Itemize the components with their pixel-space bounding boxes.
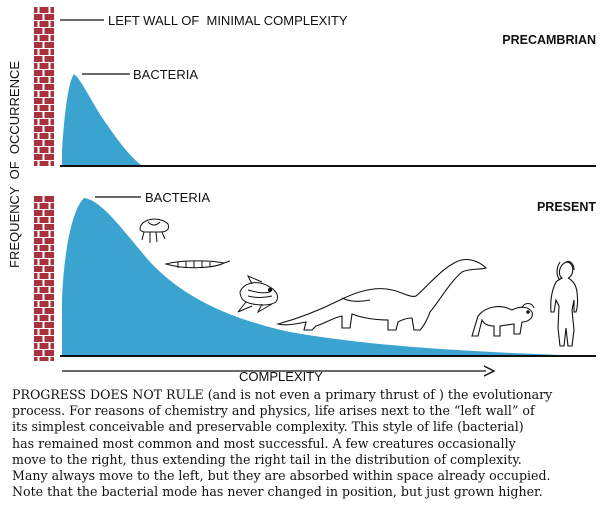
bacteria-label-precambrian: BACTERIA — [133, 67, 198, 82]
y-axis-label: FREQUENCY OF OCCURRENCE — [7, 61, 22, 268]
caption-line: its simplest conceivable and preservable… — [12, 419, 524, 435]
caption-line: move to the right, thus extending the ri… — [12, 451, 522, 467]
left-wall-top — [34, 6, 54, 166]
fish-icon — [237, 275, 279, 314]
dinosaur-icon — [275, 259, 488, 331]
trilobite-icon — [164, 260, 231, 269]
baboon-icon — [471, 302, 535, 337]
bacteria-distribution-present — [62, 198, 560, 355]
caption-line: PROGRESS DOES NOT RULE (and is not even … — [12, 387, 553, 402]
left-wall-bottom — [34, 196, 54, 361]
x-axis-label: COMPLEXITY — [239, 369, 323, 384]
complexity-axis-arrowhead — [483, 365, 496, 377]
bacteria-distribution-precambrian — [62, 74, 141, 165]
caption-line: Note that the bacterial mode has never c… — [12, 484, 543, 500]
human-icon — [550, 260, 579, 347]
jellyfish-icon — [139, 218, 169, 243]
era-label-precambrian: PRECAMBRIAN — [502, 33, 596, 47]
bacteria-label-present: BACTERIA — [145, 190, 210, 205]
complexity-diagram: LEFT WALL OF MINIMAL COMPLEXITY FREQUENC… — [7, 6, 596, 384]
left-wall-label: LEFT WALL OF MINIMAL COMPLEXITY — [108, 13, 348, 28]
era-label-present: PRESENT — [537, 200, 596, 214]
caption-line: process. For reasons of chemistry and ph… — [12, 403, 535, 419]
caption-line: has remained most common and most succes… — [12, 435, 516, 451]
caption-line: Many always move to the left, but they a… — [12, 468, 551, 484]
figure-caption: PROGRESS DOES NOT RULE (and is not even … — [12, 387, 592, 500]
